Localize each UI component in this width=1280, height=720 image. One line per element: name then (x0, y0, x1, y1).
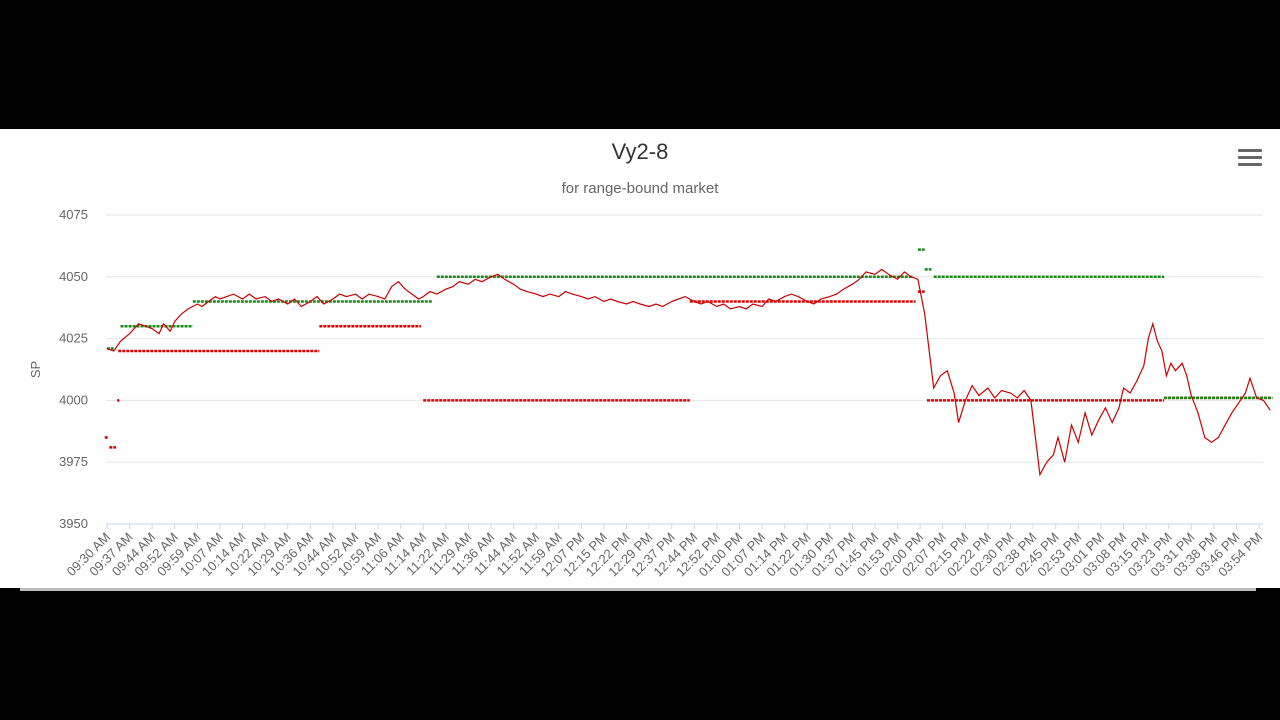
green-level-series (107, 248, 1273, 400)
y-tick-label: 3975 (59, 454, 88, 469)
chart-container: Vy2-8 for range-bound market 3950 3975 400… (0, 129, 1280, 588)
hamburger-menu-icon[interactable] (1238, 149, 1262, 167)
y-tick-label: 4075 (59, 207, 88, 222)
y-tick-label: 3950 (59, 516, 88, 531)
y-tick-label: 4050 (59, 269, 88, 284)
chart-subtitle: for range-bound market (561, 180, 719, 197)
grid-lines (106, 214, 1263, 525)
chart-title: Vy2-8 (611, 139, 669, 164)
price-line-series (106, 268, 1271, 477)
y-tick-label: 4025 (59, 331, 88, 346)
chart-plot: 3950 3975 4000 4025 4050 4075 SP 09:30 AM09:3… (28, 207, 1273, 579)
y-tick-label: 4000 (59, 392, 88, 407)
horizontal-scrollbar[interactable] (20, 588, 1256, 591)
y-axis-label: SP (28, 361, 43, 378)
y-axis-ticks: 3950 3975 4000 4025 4050 4075 (59, 207, 88, 531)
